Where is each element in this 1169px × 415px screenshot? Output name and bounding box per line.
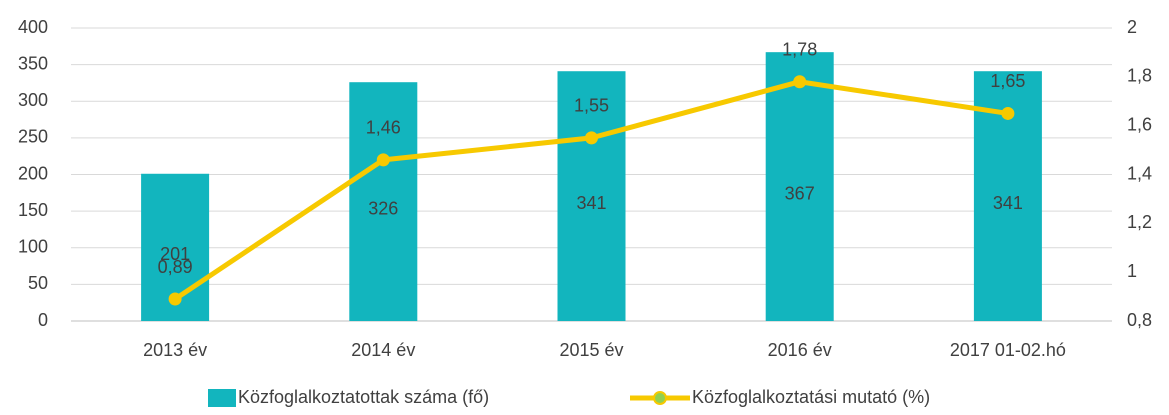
y2-tick-label: 1,2 [1127,212,1152,232]
x-tick-label: 2017 01-02.hó [950,340,1066,360]
y-tick-label: 100 [18,237,48,257]
legend-label: Közfoglalkoztatottak száma (fő) [238,387,489,407]
y-tick-label: 250 [18,127,48,147]
legend-label: Közfoglalkoztatási mutató (%) [692,387,930,407]
y2-tick-label: 0,8 [1127,310,1152,330]
bar [349,82,418,321]
bar-value-label: 326 [368,198,398,218]
legend-marker [653,391,667,405]
line-marker [585,131,598,145]
y2-tick-label: 2 [1127,17,1137,37]
line-marker [793,75,807,89]
y2-tick-label: 1 [1127,261,1137,281]
y-tick-label: 50 [28,273,48,293]
x-tick-label: 2015 év [559,340,623,360]
bar-value-label: 367 [785,183,815,203]
y-tick-label: 300 [18,90,48,110]
y2-tick-label: 1,4 [1127,163,1152,183]
y-tick-label: 0 [38,310,48,330]
line-value-label: 1,55 [574,96,609,116]
bar-value-label: 201 [160,244,190,264]
y-tick-label: 350 [18,53,48,73]
line-value-label: 1,78 [782,39,817,59]
bar-value-label: 341 [993,193,1023,213]
y-tick-label: 150 [18,200,48,220]
line-marker [1001,106,1015,120]
bar-value-label: 341 [576,193,606,213]
line-value-label: 1,65 [990,71,1025,91]
bar [557,71,626,321]
x-tick-label: 2014 év [351,340,415,360]
line-value-label: 0,89 [158,257,193,277]
line-marker [376,153,390,167]
y2-tick-label: 1,6 [1127,114,1152,134]
line-value-label: 1,46 [366,118,401,138]
y-tick-label: 200 [18,163,48,183]
bar [765,52,834,322]
legend-swatch [208,389,236,407]
x-tick-label: 2016 év [768,340,832,360]
y2-tick-label: 1,8 [1127,66,1152,86]
x-tick-label: 2013 év [143,340,207,360]
line-marker [168,292,182,306]
y-tick-label: 400 [18,17,48,37]
